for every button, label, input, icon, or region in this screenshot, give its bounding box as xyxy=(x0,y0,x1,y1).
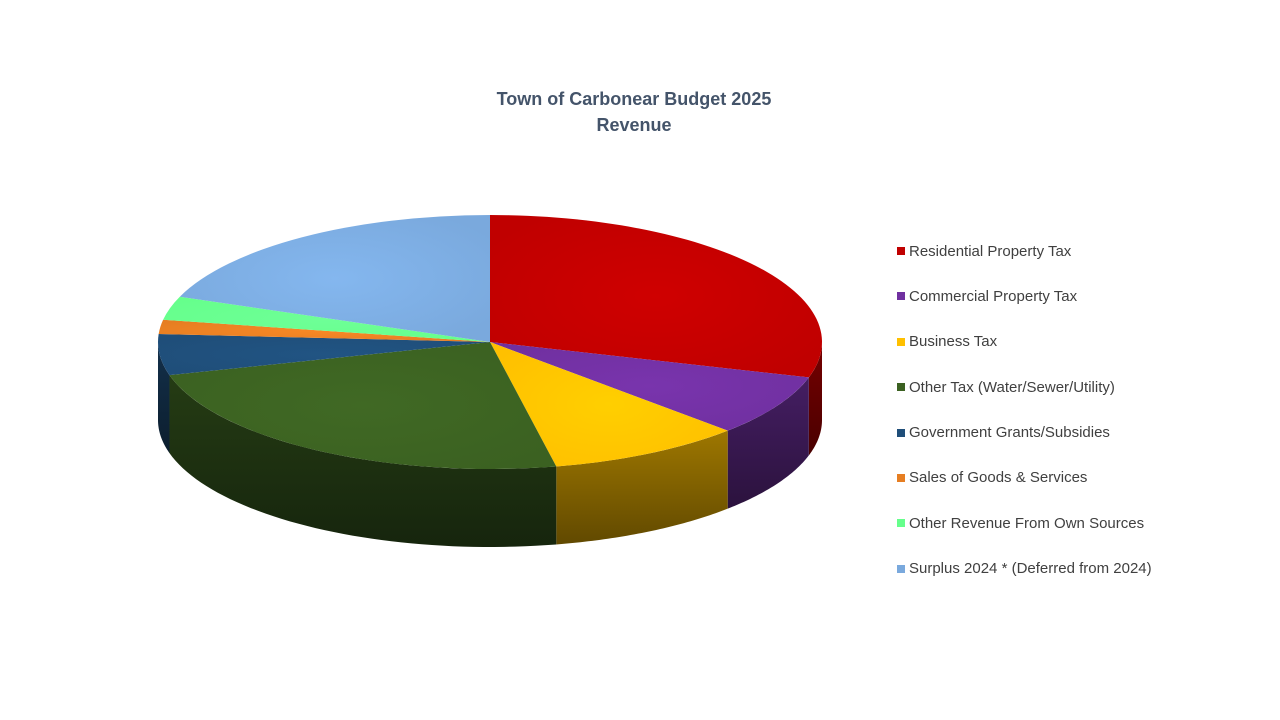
chart-title: Town of Carbonear Budget 2025 Revenue xyxy=(384,86,884,138)
legend-swatch xyxy=(897,292,905,301)
pie-slice-6 xyxy=(163,296,490,342)
legend-label: Other Tax (Water/Sewer/Utility) xyxy=(909,378,1115,396)
pie-slice-4 xyxy=(158,334,490,376)
pie-slice-2 xyxy=(490,342,728,467)
pie-side-2 xyxy=(556,430,728,545)
legend-swatch xyxy=(897,564,905,573)
legend-item: Commercial Property Tax xyxy=(897,285,1152,307)
legend-label: Business Tax xyxy=(909,333,998,351)
chart-subtitle-line: Revenue xyxy=(596,115,672,135)
legend-label: Sales of Goods & Services xyxy=(909,469,1088,487)
legend-item: Residential Property Tax xyxy=(897,240,1152,262)
pie-slice-5 xyxy=(158,319,490,342)
pie-slice-0 xyxy=(490,215,823,378)
legend-swatch xyxy=(897,473,905,482)
legend-swatch xyxy=(897,247,905,255)
pie-slice-3 xyxy=(169,342,557,469)
legend-item: Surplus 2024 * (Deferred from 2024) xyxy=(897,558,1152,580)
legend-item: Business Tax xyxy=(897,331,1152,353)
pie-side-4 xyxy=(158,342,170,454)
legend-item: Sales of Goods & Services xyxy=(897,467,1152,489)
legend-item: Other Tax (Water/Sewer/Utility) xyxy=(897,376,1152,398)
pie-side-3 xyxy=(169,375,557,547)
chart-legend: Residential Property Tax Commercial Prope… xyxy=(897,240,1152,603)
pie-side-1 xyxy=(727,377,809,509)
legend-swatch xyxy=(897,337,905,346)
pie-side-0 xyxy=(808,342,822,456)
legend-swatch xyxy=(897,519,905,528)
pie-side-walls xyxy=(158,342,822,547)
legend-item: Government Grants/Subsidies xyxy=(897,422,1152,444)
legend-label: Government Grants/Subsidies xyxy=(909,424,1110,442)
legend-swatch xyxy=(897,383,905,392)
legend-label: Surplus 2024 * (Deferred from 2024) xyxy=(909,560,1152,578)
chart-title-line: Town of Carbonear Budget 2025 xyxy=(496,89,772,109)
pie-top xyxy=(158,215,823,469)
legend-swatch xyxy=(897,428,905,437)
legend-label: Residential Property Tax xyxy=(909,242,1072,260)
legend-label: Other Revenue From Own Sources xyxy=(909,514,1145,532)
pie-slice-1 xyxy=(490,342,809,431)
legend-label: Commercial Property Tax xyxy=(909,287,1078,305)
pie-slice-7 xyxy=(179,215,491,342)
legend-item: Other Revenue From Own Sources xyxy=(897,512,1152,534)
